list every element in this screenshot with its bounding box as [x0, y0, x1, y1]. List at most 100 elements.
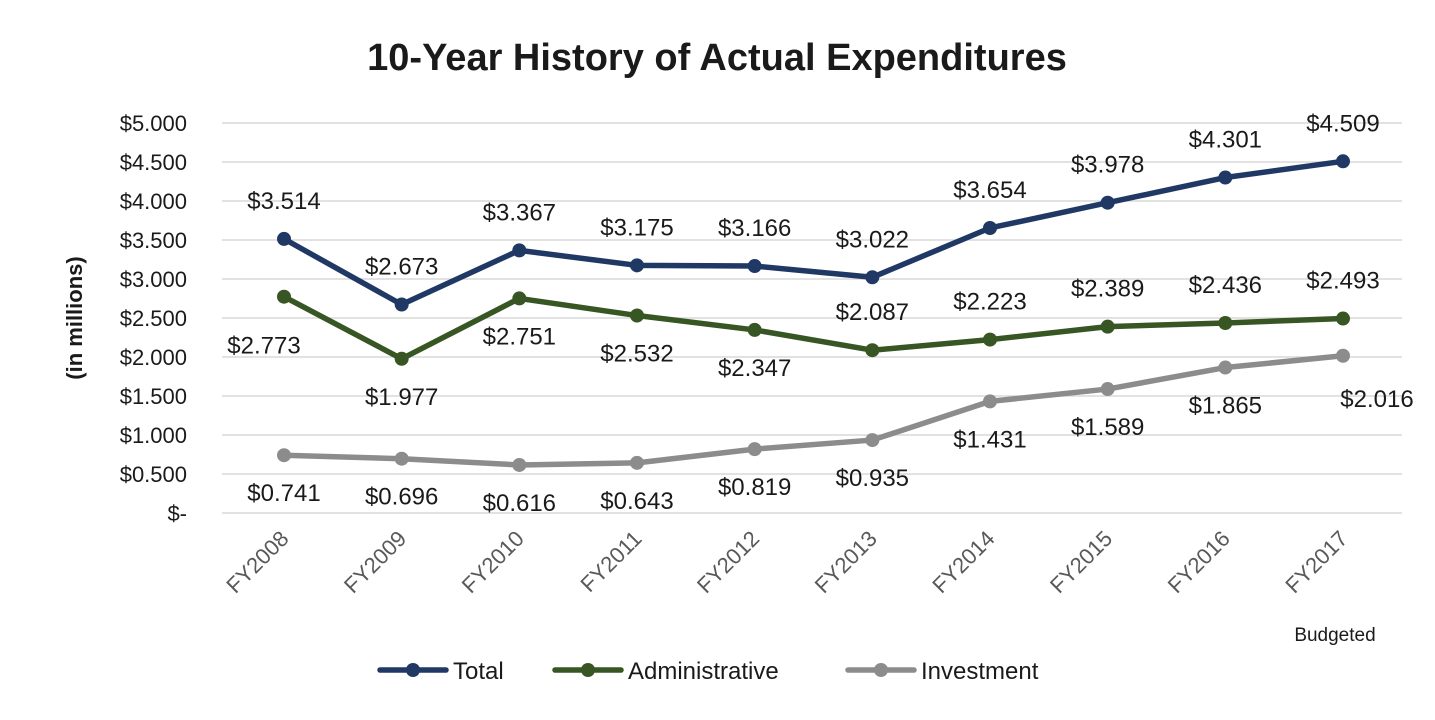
data-point-investment	[277, 448, 291, 463]
data-label-total: $3.654	[953, 177, 1026, 204]
data-label-investment: $1.589	[1071, 414, 1144, 441]
series-administrative	[277, 289, 1350, 366]
data-label-investment: $1.865	[1189, 393, 1262, 420]
y-axis-label: (in millions)	[62, 256, 87, 379]
data-point-investment	[512, 457, 527, 472]
x-tick-label: FY2008	[221, 526, 293, 598]
data-label-administrative: $2.223	[953, 289, 1026, 316]
data-point-investment	[747, 442, 762, 457]
data-point-total	[512, 243, 527, 258]
x-tick-label: FY2010	[457, 526, 529, 598]
data-label-administrative: $2.751	[483, 323, 556, 350]
data-label-total: $4.509	[1306, 110, 1379, 137]
data-label-investment: $2.016	[1340, 386, 1413, 413]
y-tick-label: $3.000	[120, 267, 187, 292]
x-tick-label: FY2013	[810, 526, 882, 598]
data-label-total: $3.166	[718, 215, 791, 242]
legend-marker	[581, 663, 595, 677]
x-tick-label: FY2016	[1163, 526, 1235, 598]
data-label-total: $3.175	[600, 214, 673, 241]
data-label-administrative: $2.347	[718, 355, 791, 382]
y-tick-label: $4.500	[120, 150, 187, 175]
data-point-administrative	[512, 291, 527, 306]
data-label-total: $3.978	[1071, 152, 1144, 179]
legend-item-investment: Investment	[845, 658, 1039, 685]
legend-label: Investment	[921, 658, 1039, 685]
data-label-administrative: $2.532	[600, 341, 673, 368]
data-point-administrative	[747, 322, 762, 337]
data-label-total: $3.022	[836, 226, 909, 253]
y-tick-label: $0.500	[120, 462, 187, 487]
data-point-total	[277, 231, 291, 246]
data-label-investment: $0.819	[718, 474, 791, 501]
data-point-total	[1336, 154, 1350, 169]
data-labels: $3.514 $2.673 $3.367 $3.175 $3.166 $3.022 $3.6…	[227, 110, 1413, 517]
legend: Total Administrative Investment	[377, 658, 1039, 685]
x-tick-label: FY2009	[339, 526, 411, 598]
x-tick-label: FY2014	[927, 526, 999, 598]
data-label-administrative: $1.977	[365, 384, 438, 411]
data-point-investment	[394, 451, 409, 466]
legend-item-total: Total	[377, 658, 504, 685]
data-point-total	[1218, 170, 1233, 185]
x-axis-ticks: FY2008 FY2009 FY2010 FY2011 FY2012 FY2013 FY20…	[221, 526, 1375, 646]
legend-marker	[406, 663, 420, 677]
data-label-investment: $0.643	[600, 488, 673, 515]
data-point-administrative	[1218, 315, 1233, 330]
data-label-administrative: $2.436	[1189, 272, 1262, 299]
data-point-administrative	[983, 332, 997, 347]
y-axis-ticks: $- $0.500 $1.000 $1.500 $2.000 $2.500 $3.000 $3…	[120, 111, 187, 526]
data-point-investment	[630, 455, 644, 470]
legend-label: Administrative	[628, 658, 779, 685]
series-total	[277, 154, 1350, 312]
data-label-administrative: $2.087	[836, 299, 909, 326]
data-point-investment	[1218, 360, 1233, 375]
x-tick-label: FY2015	[1045, 526, 1117, 598]
data-point-investment	[1100, 382, 1115, 397]
x-tick-label: FY2012	[692, 526, 764, 598]
data-label-investment: $0.741	[247, 480, 320, 507]
data-label-investment: $0.935	[836, 465, 909, 492]
data-label-total: $3.367	[483, 199, 556, 226]
series-layer	[277, 154, 1350, 472]
data-point-total	[394, 297, 409, 312]
y-tick-label: $2.500	[120, 306, 187, 331]
data-point-administrative	[865, 343, 880, 358]
data-point-total	[983, 220, 997, 235]
data-point-total	[865, 270, 880, 285]
x-tick-label: FY2011	[576, 526, 647, 597]
series-line-total	[281, 158, 1346, 308]
data-point-total	[630, 258, 644, 273]
data-point-investment	[1336, 348, 1350, 363]
data-label-administrative: $2.493	[1306, 268, 1379, 295]
y-tick-label: $3.500	[120, 228, 187, 253]
data-point-administrative	[1336, 311, 1350, 326]
data-point-total	[747, 259, 762, 274]
data-label-investment: $1.431	[953, 426, 1026, 453]
x-tick-note: Budgeted	[1294, 625, 1375, 646]
data-label-total: $2.673	[365, 254, 438, 281]
legend-item-administrative: Administrative	[552, 658, 779, 685]
series-line-investment	[281, 353, 1346, 468]
gridlines	[222, 122, 1402, 514]
data-point-administrative	[1100, 319, 1115, 334]
y-tick-label: $-	[167, 501, 187, 526]
legend-label: Total	[453, 658, 504, 685]
data-point-total	[1100, 195, 1115, 210]
data-label-total: $4.301	[1189, 127, 1262, 154]
data-point-administrative	[277, 289, 291, 304]
data-label-administrative: $2.773	[227, 333, 300, 360]
data-label-administrative: $2.389	[1071, 276, 1144, 303]
x-tick-label: FY2017	[1280, 526, 1352, 598]
data-label-total: $3.514	[247, 188, 320, 215]
data-label-investment: $0.616	[483, 490, 556, 517]
chart-title: 10-Year History of Actual Expenditures	[367, 37, 1067, 79]
data-point-administrative	[630, 308, 644, 323]
data-point-investment	[865, 433, 880, 448]
y-tick-label: $2.000	[120, 345, 187, 370]
series-line-administrative	[281, 293, 1346, 362]
y-tick-label: $1.500	[120, 384, 187, 409]
y-tick-label: $1.000	[120, 423, 187, 448]
data-point-investment	[983, 394, 997, 409]
